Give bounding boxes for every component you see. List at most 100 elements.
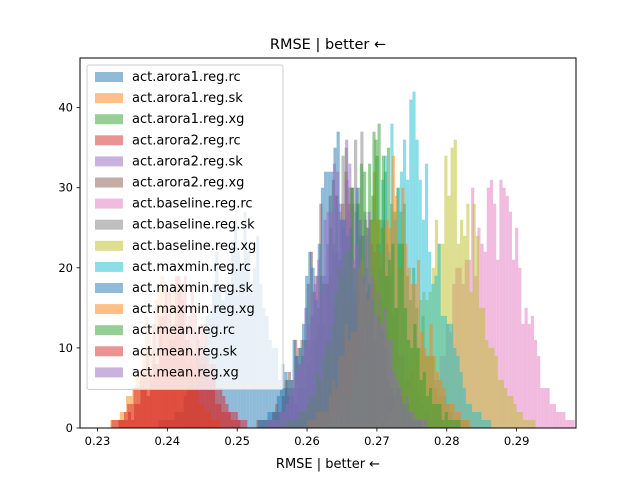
chart-title: RMSE | better ← xyxy=(270,37,386,53)
histogram-bar xyxy=(508,211,512,428)
histogram-bar xyxy=(493,203,497,428)
histogram-bar xyxy=(562,411,566,428)
y-tick-label: 40 xyxy=(58,101,73,115)
histogram-bar xyxy=(447,195,451,428)
histogram-bar xyxy=(410,347,414,428)
histogram-bar xyxy=(532,419,536,428)
legend-swatch xyxy=(95,198,123,209)
histogram-bar xyxy=(142,371,147,428)
legend-label: act.arora2.reg.sk xyxy=(132,154,243,169)
histogram-bar xyxy=(419,379,423,428)
histogram-bar xyxy=(391,243,395,428)
x-tick-label: 0.27 xyxy=(364,434,390,448)
histogram-bar xyxy=(524,307,528,428)
legend-label: act.baseline.reg.xg xyxy=(132,239,256,254)
histogram-bar xyxy=(568,419,572,428)
x-tick-label: 0.26 xyxy=(294,434,320,448)
histogram-bar xyxy=(472,203,476,428)
legend-swatch xyxy=(95,177,123,188)
histogram-bar xyxy=(478,411,482,428)
histogram-bar xyxy=(244,419,248,428)
histogram-bar xyxy=(149,371,153,428)
histogram-bar xyxy=(486,187,490,428)
histogram-bar xyxy=(383,307,387,428)
histogram-bar xyxy=(329,211,333,428)
histogram-bar xyxy=(543,387,547,428)
histogram-bar xyxy=(454,419,458,428)
histogram-bar xyxy=(418,179,422,428)
histogram-bar xyxy=(199,363,203,428)
histogram-bar xyxy=(403,307,408,428)
histogram-bar xyxy=(444,411,448,428)
histogram-bar xyxy=(212,379,216,428)
histogram-bar xyxy=(124,411,128,428)
histogram-bar xyxy=(241,419,245,428)
histogram-bar xyxy=(432,403,436,428)
histogram-bar xyxy=(139,371,143,428)
histogram-bar xyxy=(533,339,538,428)
histogram-bar xyxy=(400,243,404,428)
histogram-bar xyxy=(526,419,530,428)
histogram-bar xyxy=(530,315,534,428)
x-tick-label: 0.24 xyxy=(155,434,181,448)
histogram-bar xyxy=(292,339,296,428)
legend: act.arora1.reg.rc act.arora1.reg.sk act.ar… xyxy=(86,64,284,390)
histogram-bar xyxy=(395,379,399,428)
histogram-bar xyxy=(310,291,315,428)
histogram-bar xyxy=(485,339,489,428)
histogram-bar xyxy=(537,355,541,428)
histogram-bar xyxy=(298,363,302,428)
histogram-bar xyxy=(394,307,398,428)
legend-swatch xyxy=(95,156,123,167)
histogram-bar xyxy=(453,139,457,428)
histogram-bar xyxy=(301,363,305,428)
histogram-bar xyxy=(444,155,448,428)
histogram-bar xyxy=(497,379,501,428)
histogram-bar xyxy=(446,323,451,428)
histogram-bar xyxy=(190,355,194,428)
histogram-bar xyxy=(282,411,286,428)
legend-label: act.arora1.reg.sk xyxy=(132,91,243,106)
histogram-bar xyxy=(376,291,381,428)
histogram-bar xyxy=(443,315,447,428)
histogram-bar xyxy=(336,171,340,428)
y-tick-label: 0 xyxy=(66,421,73,435)
histogram-bar xyxy=(276,395,280,428)
legend-swatch xyxy=(95,93,123,104)
histogram-bar xyxy=(429,387,433,428)
histogram-bar xyxy=(412,91,416,428)
x-axis-label: RMSE | better ← xyxy=(276,457,380,472)
series-act.mean.reg.xg xyxy=(266,163,428,428)
histogram-bar xyxy=(424,163,429,428)
legend-swatch xyxy=(95,72,123,82)
histogram-bar xyxy=(456,243,461,428)
x-tick-label: 0.29 xyxy=(504,434,530,448)
histogram-bar xyxy=(500,379,505,428)
histogram-bar xyxy=(487,419,491,428)
histogram-bar xyxy=(475,411,479,428)
histogram-bar xyxy=(417,419,421,428)
histogram-bar xyxy=(529,419,533,428)
histogram-bar xyxy=(392,371,396,428)
histogram-bar xyxy=(398,387,403,428)
x-tick-label: 0.28 xyxy=(434,434,460,448)
legend-label: act.arora1.reg.xg xyxy=(132,112,244,127)
histogram-bar xyxy=(215,403,219,428)
histogram-bar xyxy=(136,387,140,428)
histogram-bar xyxy=(478,307,483,428)
histogram-bar xyxy=(425,395,430,428)
histogram-bar xyxy=(465,403,469,428)
histogram-bar xyxy=(386,339,390,428)
histogram-bar xyxy=(414,419,418,428)
histogram-bar xyxy=(358,219,362,428)
histogram-bar xyxy=(283,387,287,428)
histogram-bar xyxy=(489,179,494,428)
histogram-bar xyxy=(494,355,498,428)
histogram-bar xyxy=(462,387,466,428)
histogram-bar xyxy=(237,419,241,428)
histogram-bar xyxy=(426,355,430,428)
histogram-bar xyxy=(378,219,382,428)
histogram-bar xyxy=(437,243,441,428)
histogram-bar xyxy=(370,275,374,428)
